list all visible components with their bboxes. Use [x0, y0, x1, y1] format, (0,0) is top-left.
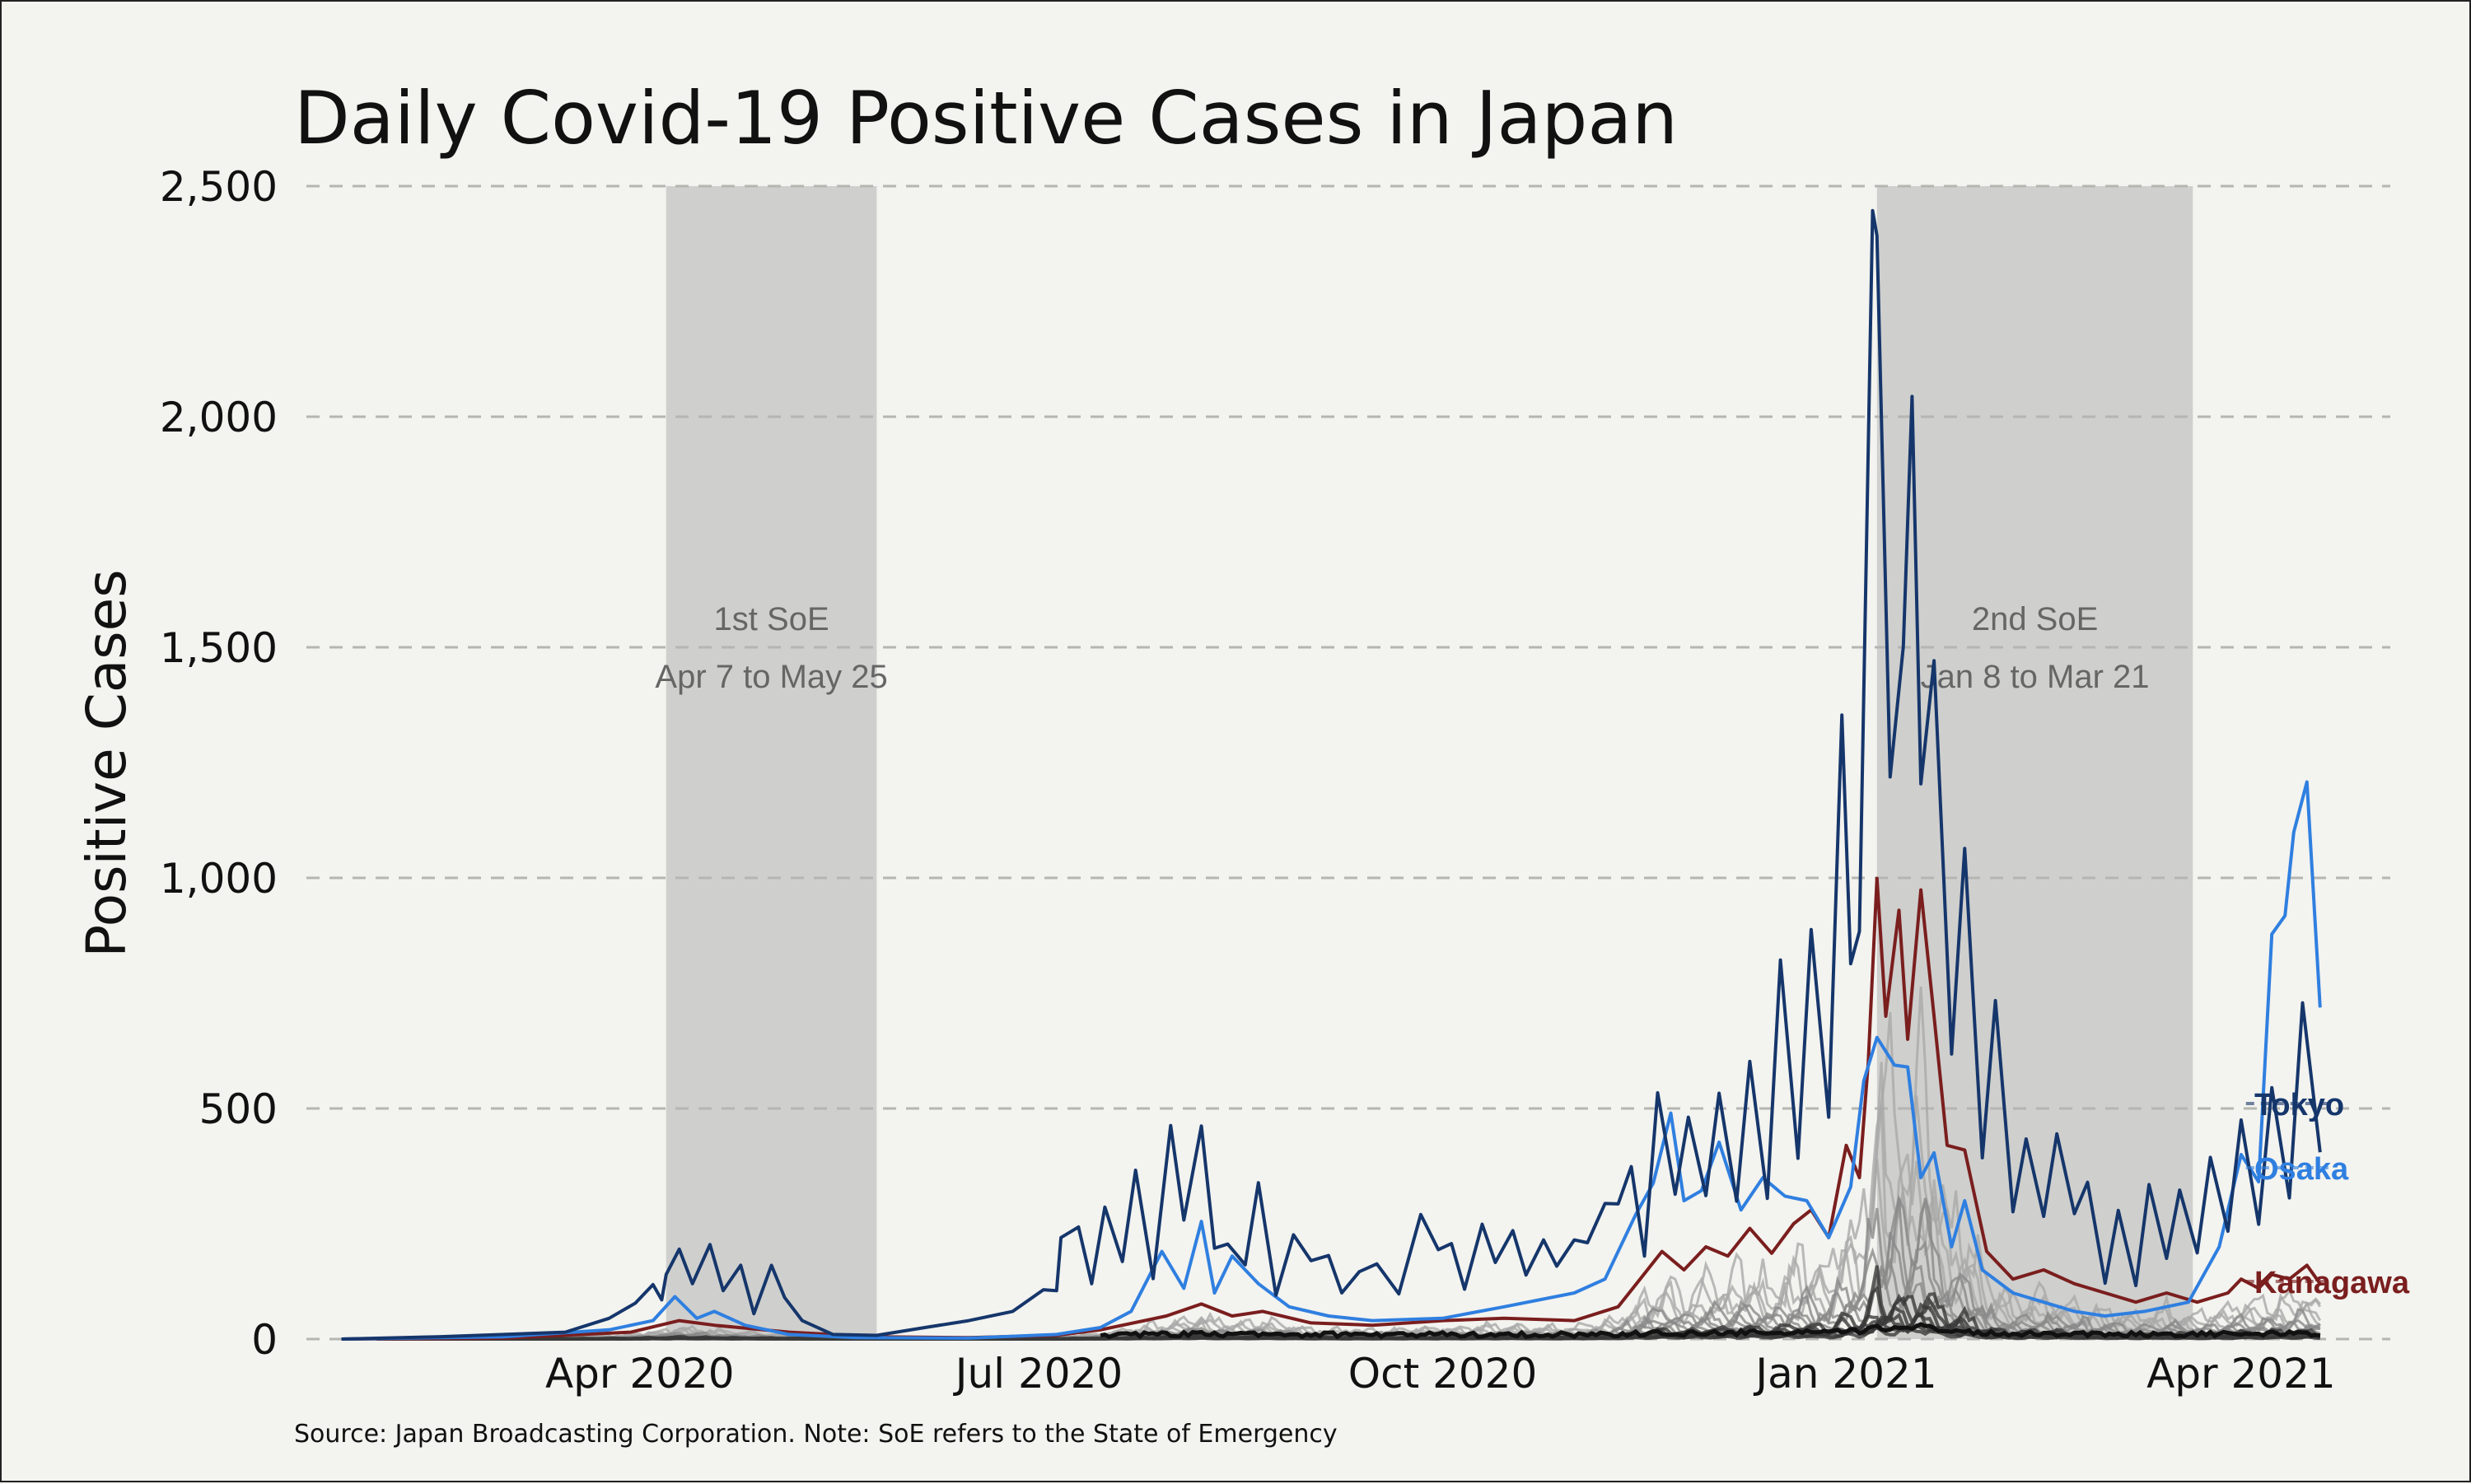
source-note: Source: Japan Broadcasting Corporation. …	[294, 1420, 1338, 1449]
soe-label-1-title: 1st SoE	[714, 601, 829, 637]
x-tick-label: Jan 2021	[1753, 1350, 1936, 1398]
x-tick-label: Apr 2020	[545, 1350, 735, 1398]
soe-label-2-dates: Jan 8 to Mar 21	[1921, 659, 2150, 695]
series-label-osaka: Osaka	[2254, 1152, 2349, 1187]
soe-labels: 1st SoE Apr 7 to May 25 2nd SoE Jan 8 to Ma…	[655, 601, 2149, 695]
y-tick-label: 2,500	[160, 163, 278, 211]
series-line-kanagawa	[341, 876, 2322, 1341]
series-labels: Tokyo Osaka Kanagawa	[2242, 1088, 2410, 1300]
chart-title: Daily Covid-19 Positive Cases in Japan	[294, 76, 1678, 161]
y-tick-labels: 0 500 1,000 1,500 2,000 2,500	[160, 163, 278, 1364]
prefecture-line	[1100, 1322, 2321, 1340]
soe-band-1	[666, 186, 877, 1339]
y-tick-label: 1,000	[160, 855, 278, 903]
y-tick-label: 1,500	[160, 624, 278, 672]
soe-band-2	[1876, 186, 2193, 1339]
series-label-kanagawa: Kanagawa	[2254, 1266, 2410, 1300]
other-prefecture-lines	[376, 987, 2322, 1342]
series-line-osaka	[341, 780, 2322, 1341]
prefecture-line	[376, 1325, 2320, 1342]
soe-label-1-dates: Apr 7 to May 25	[655, 659, 887, 695]
x-tick-labels: Apr 2020 Jul 2020 Oct 2020 Jan 2021 Apr 2021	[545, 1350, 2336, 1398]
soe-label-2-title: 2nd SoE	[1972, 601, 2098, 637]
soe-shading	[666, 186, 2193, 1339]
y-tick-label: 2,000	[160, 394, 278, 441]
x-tick-label: Oct 2020	[1348, 1350, 1538, 1398]
y-tick-label: 500	[199, 1085, 278, 1133]
series-line-tokyo	[341, 208, 2322, 1341]
series-label-tokyo: Tokyo	[2254, 1088, 2344, 1122]
x-tick-label: Jul 2020	[953, 1350, 1123, 1398]
highlighted-series	[341, 208, 2322, 1341]
x-tick-label: Apr 2021	[2146, 1350, 2336, 1398]
y-tick-label: 0	[251, 1316, 278, 1364]
y-axis-label: Positive Cases	[75, 569, 138, 957]
